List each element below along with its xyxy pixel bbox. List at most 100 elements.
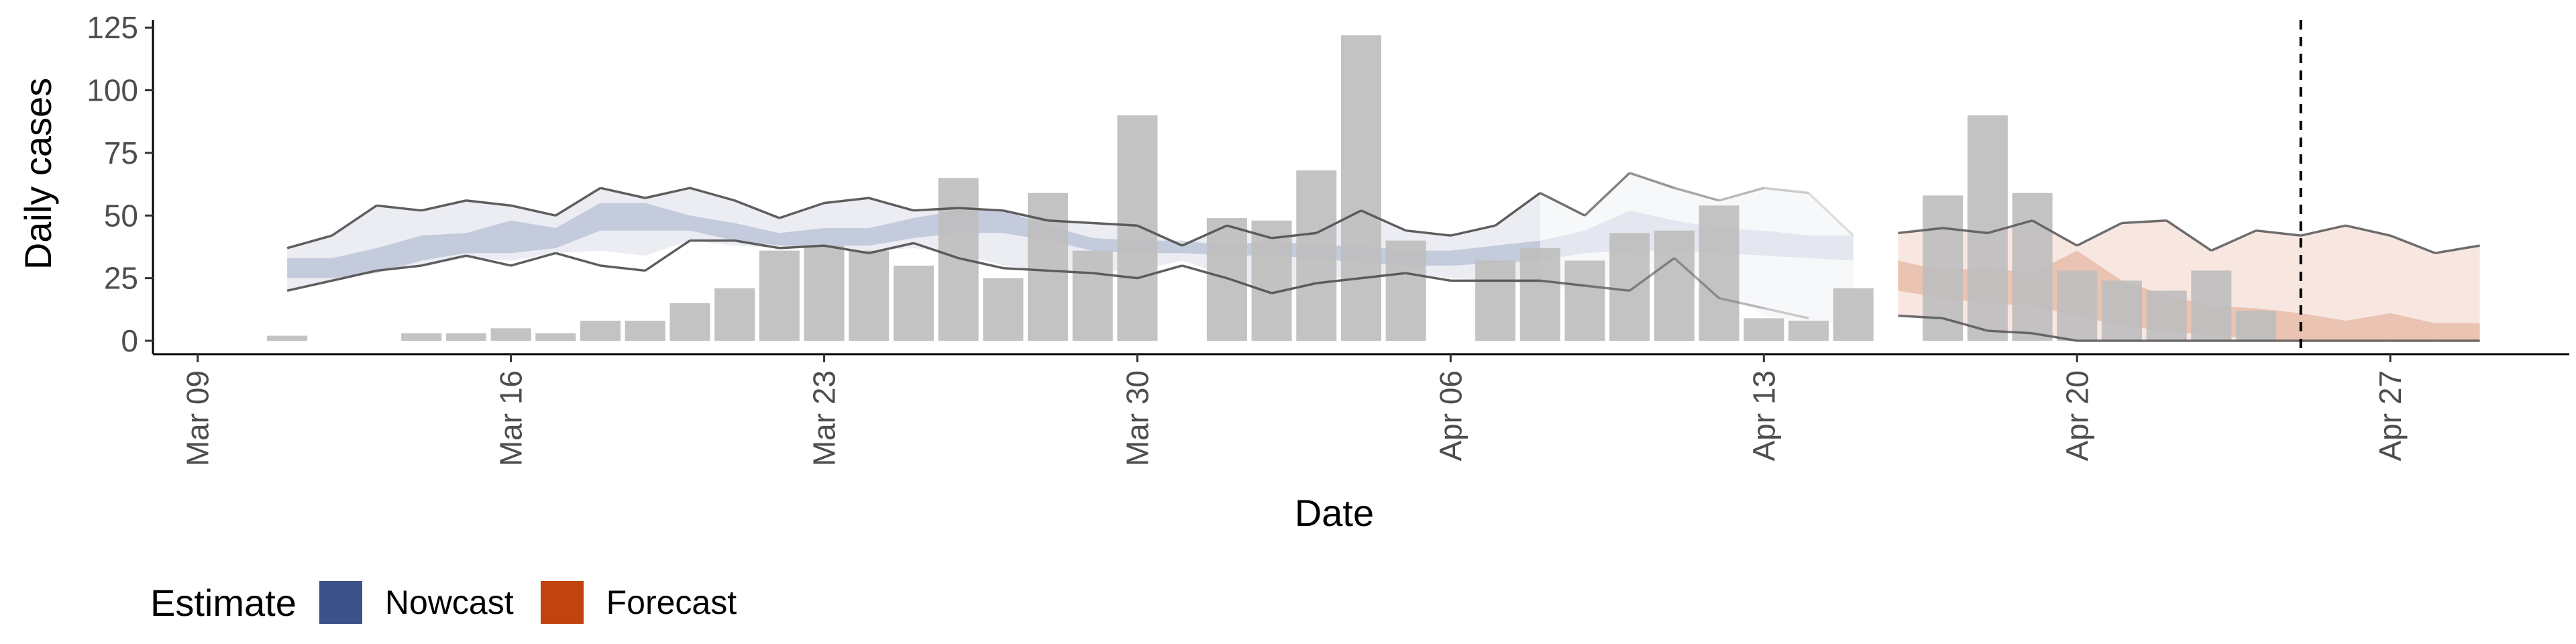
- axes-layer: [152, 20, 2569, 356]
- case-bar: [1564, 260, 1605, 341]
- nowcast-upper-line: [466, 199, 511, 207]
- nowcast-upper-line: [1316, 209, 1362, 234]
- nowcast-lower-line: [1360, 272, 1406, 280]
- nowcast-upper-line: [1629, 172, 1675, 189]
- case-bar: [2101, 280, 2142, 341]
- nowcast-lower-line: [1629, 257, 1675, 292]
- forecast-upper-line: [2076, 221, 2123, 247]
- forecast-lower-line: [1942, 317, 1988, 332]
- case-bar: [893, 265, 934, 341]
- case-bar: [938, 178, 979, 341]
- nowcast-lower-line: [1719, 297, 1764, 310]
- nowcast-upper-line: [1807, 192, 1854, 237]
- nowcast-upper-line: [1719, 186, 1764, 202]
- case-bar: [490, 328, 531, 341]
- nowcast-upper-line: [1002, 209, 1049, 222]
- forecast-upper-line: [2300, 224, 2346, 237]
- forecast-upper-line: [1898, 227, 1943, 235]
- y-tick-label: 25: [104, 261, 138, 296]
- case-bar: [1743, 318, 1784, 341]
- nowcast-lower-line: [913, 241, 959, 260]
- x-ticks: Mar 09 Mar 16 Mar 23 Mar 30 Apr 06 Apr 13 Apr …: [180, 354, 2408, 466]
- nowcast-upper-line: [1764, 186, 1809, 195]
- case-bar: [1475, 260, 1516, 341]
- forecast-lower-line: [1987, 329, 2033, 335]
- nowcast-lower-line: [1540, 279, 1585, 287]
- nowcast-upper-line: [1181, 224, 1228, 247]
- case-bar: [714, 288, 755, 341]
- nowcast-lower-line: [1003, 266, 1049, 272]
- case-bar: [1609, 233, 1650, 341]
- nowcast-upper-line: [1405, 229, 1451, 237]
- x-tick-label: Mar 09: [180, 370, 215, 466]
- case-bar: [1072, 250, 1113, 341]
- case-bar: [1654, 230, 1695, 341]
- case-bar: [535, 333, 576, 341]
- case-bar: [445, 333, 486, 341]
- case-bar: [849, 250, 890, 341]
- case-bar: [2191, 270, 2232, 341]
- nowcast-upper-line: [913, 207, 959, 212]
- nowcast-outer-band: [1540, 172, 1854, 323]
- nowcast-lower-line: [1673, 257, 1720, 299]
- nowcast-upper-line: [779, 201, 825, 219]
- nowcast-upper-line: [958, 207, 1004, 212]
- nowcast-lower-line: [1316, 276, 1362, 284]
- forecast-upper-line: [2255, 229, 2301, 237]
- nowcast-upper-line: [511, 204, 556, 217]
- forecast-lower-line: [2032, 332, 2078, 342]
- forecast-upper-line: [1987, 219, 2033, 235]
- forecast-upper-line: [2031, 219, 2078, 247]
- case-bar: [401, 333, 442, 341]
- x-tick-label: Apr 20: [2059, 370, 2094, 462]
- case-bar: [1833, 288, 1874, 341]
- case-bar: [1699, 205, 1739, 341]
- nowcast-lower-line: [1181, 264, 1228, 280]
- nowcast-upper-line: [1674, 186, 1720, 202]
- case-bar: [2012, 193, 2053, 341]
- x-tick-label: Apr 06: [1433, 370, 1468, 462]
- nowcast-upper-line: [868, 197, 914, 212]
- nowcast-lower-line: [868, 241, 914, 255]
- legend-swatch-forecast: [540, 581, 584, 624]
- nowcast-upper-line: [600, 186, 646, 199]
- chart: 0 25 50 75 100 125 Mar 09 Mar 16 Mar 23 Mar 30 Ap…: [17, 10, 2569, 534]
- case-bar: [759, 250, 800, 341]
- nowcast-upper-line: [1136, 224, 1183, 247]
- nowcast-upper-line: [1495, 192, 1541, 227]
- case-bar: [1206, 218, 1247, 341]
- nowcast-lower-line: [958, 257, 1004, 270]
- case-bar: [669, 303, 710, 341]
- nowcast-lower-line: [644, 239, 691, 272]
- forecast-lower-line: [1898, 314, 1943, 320]
- y-ticks: 0 25 50 75 100 125: [87, 10, 153, 358]
- x-tick-label: Mar 30: [1120, 370, 1155, 466]
- y-axis-title: Daily cases: [17, 78, 59, 270]
- x-tick-label: Mar 16: [494, 370, 529, 466]
- case-bar: [1117, 115, 1158, 341]
- nowcast-upper-line: [555, 186, 601, 217]
- case-bar: [1385, 240, 1426, 341]
- nowcast-upper-line: [734, 199, 780, 219]
- case-bar: [983, 278, 1024, 341]
- nowcast-lower-line: [555, 252, 601, 267]
- nowcast-upper-line: [1271, 231, 1317, 239]
- nowcast-lower-line: [511, 252, 556, 267]
- forecast-upper-line: [2165, 219, 2212, 252]
- y-tick-label: 0: [121, 323, 138, 358]
- nowcast-upper-line: [1540, 192, 1586, 217]
- forecast-upper-line: [2390, 234, 2436, 254]
- nowcast-upper-line: [1450, 224, 1496, 237]
- case-bar: [1967, 115, 2008, 341]
- nowcast-upper-line: [1226, 224, 1273, 239]
- case-bar: [2146, 290, 2187, 341]
- forecast-upper-line: [2210, 229, 2257, 252]
- nowcast-lower-line: [1226, 276, 1273, 294]
- legend-label-nowcast: Nowcast: [384, 584, 514, 621]
- x-axis-title: Date: [1295, 492, 1374, 534]
- nowcast-lower-line: [824, 244, 869, 255]
- nowcast-lower-line: [1047, 269, 1093, 274]
- nowcast-upper-line: [286, 234, 333, 250]
- nowcast-lower-line: [421, 254, 467, 267]
- nowcast-lower-line: [286, 279, 333, 292]
